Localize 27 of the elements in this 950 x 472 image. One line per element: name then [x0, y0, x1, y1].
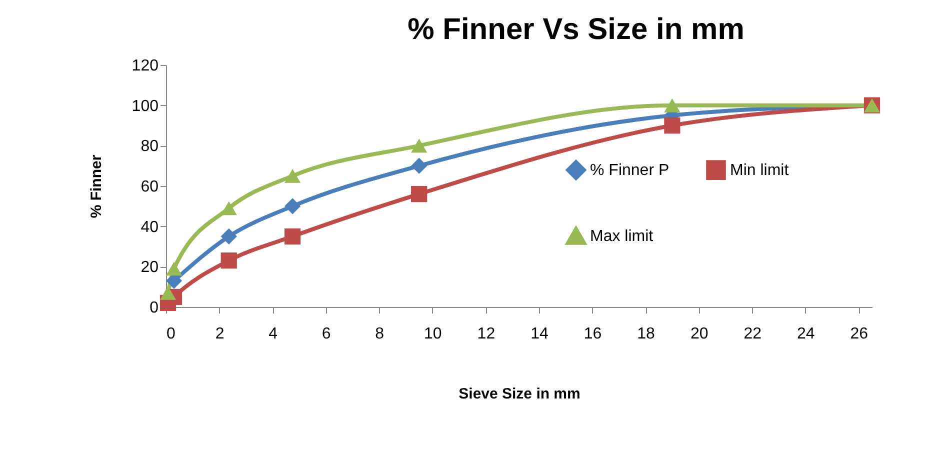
y-tick-label: 80 — [140, 138, 159, 156]
x-tick-label: 18 — [637, 326, 656, 342]
y-tick-label: 20 — [140, 259, 159, 276]
x-tick-label: 0 — [166, 326, 176, 342]
x-tick-label: 10 — [424, 326, 442, 342]
x-tick-label: 4 — [268, 326, 278, 342]
x-tick-label: 22 — [744, 326, 762, 342]
x-tick-label: 20 — [690, 326, 708, 342]
legend-label: Max limit — [590, 228, 654, 245]
chart-title: % Finner Vs Size in mm — [408, 13, 744, 46]
x-tick-label: 8 — [375, 326, 384, 342]
x-tick-label: 16 — [584, 326, 602, 342]
y-tick-label: 40 — [140, 218, 159, 236]
x-tick-label: 2 — [215, 326, 224, 342]
y-tick-label: 60 — [140, 178, 159, 196]
y-tick-label: 120 — [132, 58, 159, 74]
legend-label: % Finner P — [590, 162, 670, 180]
x-tick-label: 12 — [477, 326, 496, 342]
legend-label: Min limit — [730, 162, 790, 180]
y-axis-title: % Finner — [88, 154, 105, 218]
x-axis-title: Sieve Size in mm — [458, 386, 580, 402]
x-tick-label: 26 — [850, 326, 868, 342]
y-tick-label: 0 — [150, 300, 159, 316]
y-tick-label: 100 — [132, 98, 159, 115]
x-tick-label: 6 — [322, 326, 331, 342]
x-tick-label: 14 — [530, 326, 548, 342]
x-tick-label: 24 — [797, 326, 815, 342]
